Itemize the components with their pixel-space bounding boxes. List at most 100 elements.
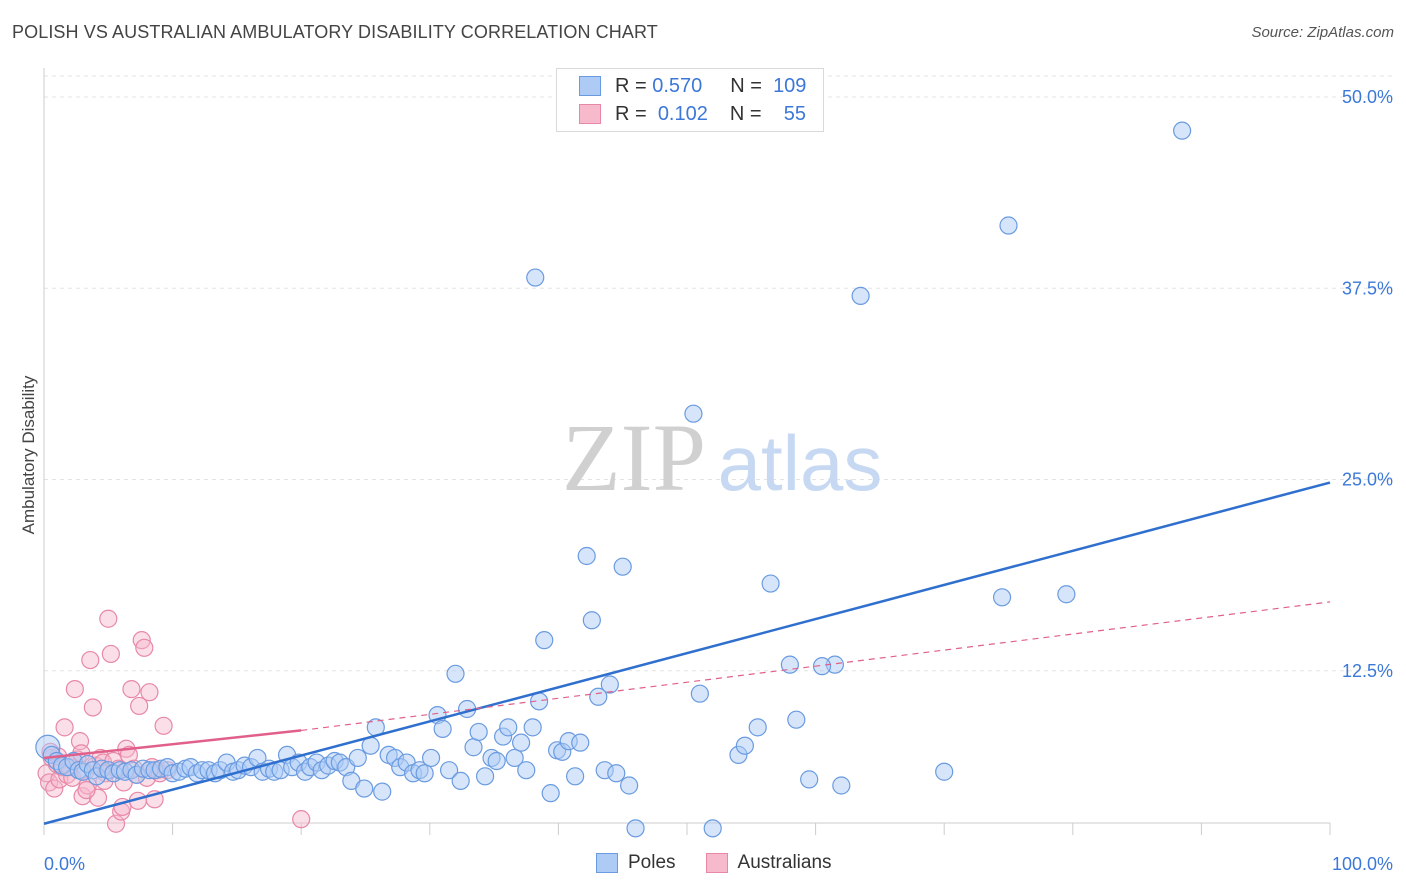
australians-point	[135, 638, 154, 657]
legend-item-poles[interactable]: Poles	[596, 852, 676, 874]
poles-point	[415, 764, 434, 783]
poles-point	[748, 718, 767, 737]
poles-point	[475, 767, 495, 786]
australians-point	[83, 698, 102, 717]
poles-trend-line	[43, 481, 1331, 825]
australians-point	[130, 696, 149, 716]
poles-point	[832, 776, 851, 795]
poles-point	[523, 718, 542, 737]
australians-point	[45, 779, 64, 798]
australians-legend-swatch	[705, 853, 728, 873]
poles-n-label: N =	[730, 74, 762, 97]
legend-row-australians: R = 0.102 N = 55	[579, 102, 806, 126]
poles-point	[589, 687, 608, 706]
poles-r-label: R =	[615, 74, 647, 97]
poles-point	[487, 751, 506, 771]
poles-point	[684, 404, 703, 423]
australians-legend-label: Australians	[737, 852, 832, 873]
poles-point	[373, 782, 392, 801]
australians-swatch	[579, 104, 601, 124]
australians-n-value: 55	[783, 102, 806, 125]
poles-point	[566, 767, 585, 786]
poles-point	[535, 631, 554, 650]
poles-point	[620, 776, 639, 795]
australians-point	[77, 780, 96, 800]
poles-point	[451, 771, 470, 791]
legend-row-poles: R = 0.570 N = 109	[579, 74, 806, 98]
trend-lines	[43, 481, 1331, 825]
legend-item-australians[interactable]: Australians	[705, 852, 832, 874]
poles-point	[512, 733, 531, 752]
poles-point	[464, 738, 483, 757]
poles-point	[499, 718, 518, 737]
poles-point	[439, 761, 459, 780]
poles-point	[787, 710, 806, 729]
australians-r-label: R =	[615, 102, 647, 125]
australians-point	[65, 680, 84, 699]
poles-point	[348, 748, 367, 768]
poles-point	[800, 770, 819, 789]
poles-point	[703, 819, 722, 838]
stats-legend: R = 0.570 N = 109 R = 0.102 N = 55	[556, 68, 824, 132]
watermark-atlas: atlas	[718, 419, 883, 507]
poles-point	[626, 819, 645, 838]
poles-point	[600, 675, 619, 694]
australians-trend-extension	[301, 601, 1331, 732]
poles-point	[999, 216, 1018, 235]
chart-source: Source: ZipAtlas.com	[1251, 24, 1394, 41]
australians-n-label: N =	[729, 102, 762, 125]
poles-point	[613, 557, 632, 576]
australians-r-value: 0.102	[657, 102, 708, 125]
poles-legend-label: Poles	[628, 852, 676, 873]
poles-points	[35, 121, 1192, 838]
australians-point	[81, 650, 100, 670]
poles-point	[851, 286, 870, 305]
poles-point	[812, 657, 832, 676]
poles-point	[526, 268, 545, 287]
y-tick-label: 37.5%	[1342, 278, 1393, 298]
australians-point	[140, 683, 159, 702]
poles-point	[577, 546, 596, 566]
poles-point	[992, 588, 1012, 607]
series-legend: Poles Australians	[596, 852, 862, 874]
australians-point	[55, 718, 74, 737]
poles-point	[571, 733, 590, 752]
australians-point	[292, 810, 311, 829]
y-tick-label: 50.0%	[1342, 87, 1393, 107]
poles-point	[505, 748, 524, 768]
poles-point	[690, 684, 709, 703]
poles-legend-swatch	[596, 853, 618, 873]
poles-point	[469, 722, 488, 742]
poles-point	[582, 611, 601, 630]
y-tick-label: 25.0%	[1342, 470, 1393, 490]
poles-r-value: 0.570	[652, 74, 703, 97]
tick-labels: 12.5% 25.0% 37.5% 50.0% 0.0% 100.0%	[44, 87, 1393, 874]
x-tick-label: 100.0%	[1332, 854, 1393, 874]
y-axis-label: Ambulatory Disability	[19, 375, 38, 534]
australians-point	[154, 716, 173, 735]
watermark-zip: ZIP	[562, 404, 706, 511]
poles-point	[761, 574, 780, 593]
poles-point	[446, 664, 465, 683]
gridlines	[44, 75, 1394, 672]
australians-points	[37, 609, 311, 833]
poles-swatch	[579, 76, 601, 96]
poles-point	[541, 784, 560, 803]
poles-point	[1057, 585, 1076, 604]
x-tick-label: 0.0%	[44, 854, 85, 874]
australians-trend-line	[43, 729, 302, 760]
poles-point	[735, 736, 754, 755]
poles-point	[935, 762, 954, 781]
poles-n-value: 109	[773, 74, 807, 97]
poles-point	[433, 719, 452, 738]
poles-point	[607, 764, 626, 783]
australians-point	[101, 644, 120, 664]
australians-point	[99, 609, 118, 628]
poles-point	[517, 761, 536, 780]
watermark: ZIP atlas	[562, 404, 882, 511]
y-tick-label: 12.5%	[1342, 661, 1393, 681]
poles-point	[1173, 121, 1192, 140]
axes	[43, 68, 1331, 835]
chart-title: POLISH VS AUSTRALIAN AMBULATORY DISABILI…	[12, 22, 658, 42]
